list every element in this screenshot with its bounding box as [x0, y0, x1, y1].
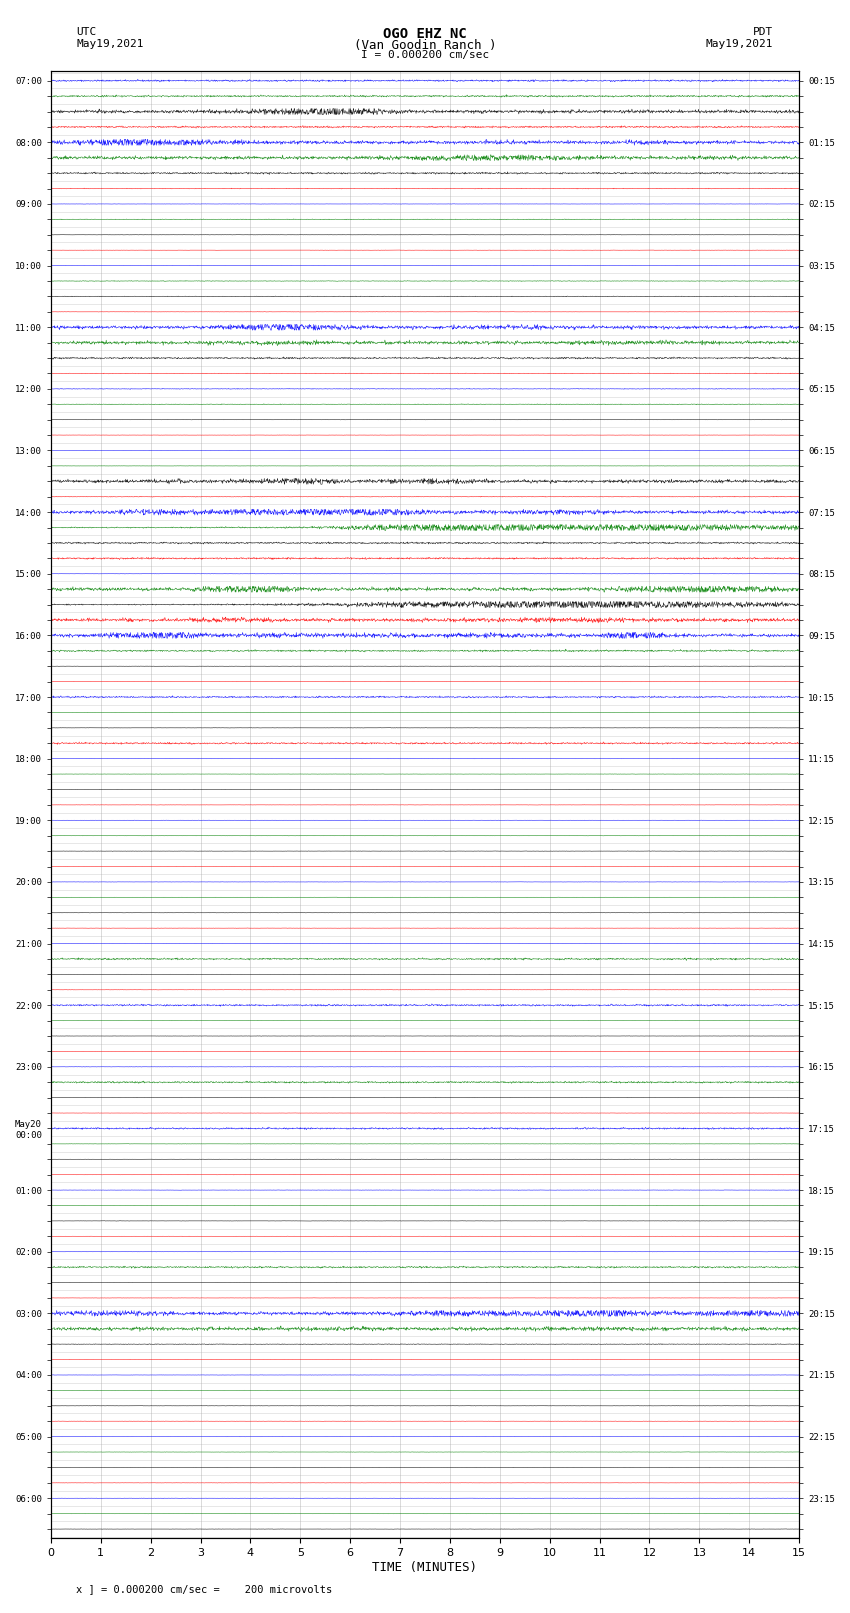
Text: OGO EHZ NC: OGO EHZ NC — [383, 27, 467, 42]
Text: (Van Goodin Ranch ): (Van Goodin Ranch ) — [354, 39, 496, 52]
Text: UTC: UTC — [76, 27, 97, 37]
Text: May19,2021: May19,2021 — [76, 39, 144, 48]
Text: x ] = 0.000200 cm/sec =    200 microvolts: x ] = 0.000200 cm/sec = 200 microvolts — [76, 1584, 332, 1594]
Text: PDT: PDT — [753, 27, 774, 37]
X-axis label: TIME (MINUTES): TIME (MINUTES) — [372, 1561, 478, 1574]
Text: May19,2021: May19,2021 — [706, 39, 774, 48]
Text: I = 0.000200 cm/sec: I = 0.000200 cm/sec — [361, 50, 489, 60]
